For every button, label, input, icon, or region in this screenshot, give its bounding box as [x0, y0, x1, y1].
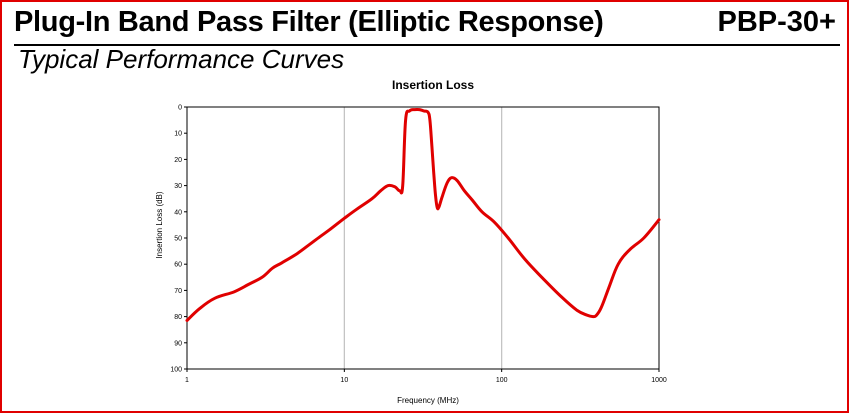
y-tick-label: 100: [170, 367, 182, 374]
chart-title: Insertion Loss: [392, 78, 474, 92]
x-tick-label: 1000: [651, 377, 667, 384]
x-tick-label: 10: [340, 377, 348, 384]
y-axis-label: Insertion Loss (dB): [155, 191, 164, 258]
y-tick-label: 30: [174, 183, 182, 190]
y-ticks: 0 10 20 30 40 50 60 70 80 90 100: [170, 105, 187, 374]
x-tick-label: 100: [496, 377, 508, 384]
page-title: Plug-In Band Pass Filter (Elliptic Respo…: [14, 6, 604, 38]
y-tick-label: 0: [178, 105, 182, 112]
x-tick-label: 1: [185, 377, 189, 384]
y-tick-label: 90: [174, 340, 182, 347]
model-number: PBP-30+: [717, 6, 836, 38]
y-tick-label: 40: [174, 209, 182, 216]
grid-lines: [343, 107, 503, 369]
plot-area: [186, 106, 660, 370]
y-tick-label: 10: [174, 131, 182, 138]
y-tick-label: 80: [174, 314, 182, 321]
header: Plug-In Band Pass Filter (Elliptic Respo…: [14, 6, 840, 46]
insertion-loss-curve: [185, 107, 661, 322]
y-tick-label: 20: [174, 157, 182, 164]
y-tick-label: 70: [174, 288, 182, 295]
y-tick-label: 60: [174, 262, 182, 269]
x-ticks: 1 10 100 1000: [185, 369, 667, 384]
page-subtitle: Typical Performance Curves: [18, 44, 345, 74]
y-tick-label: 50: [174, 236, 182, 243]
x-axis-label: Frequency (MHz): [397, 396, 459, 405]
